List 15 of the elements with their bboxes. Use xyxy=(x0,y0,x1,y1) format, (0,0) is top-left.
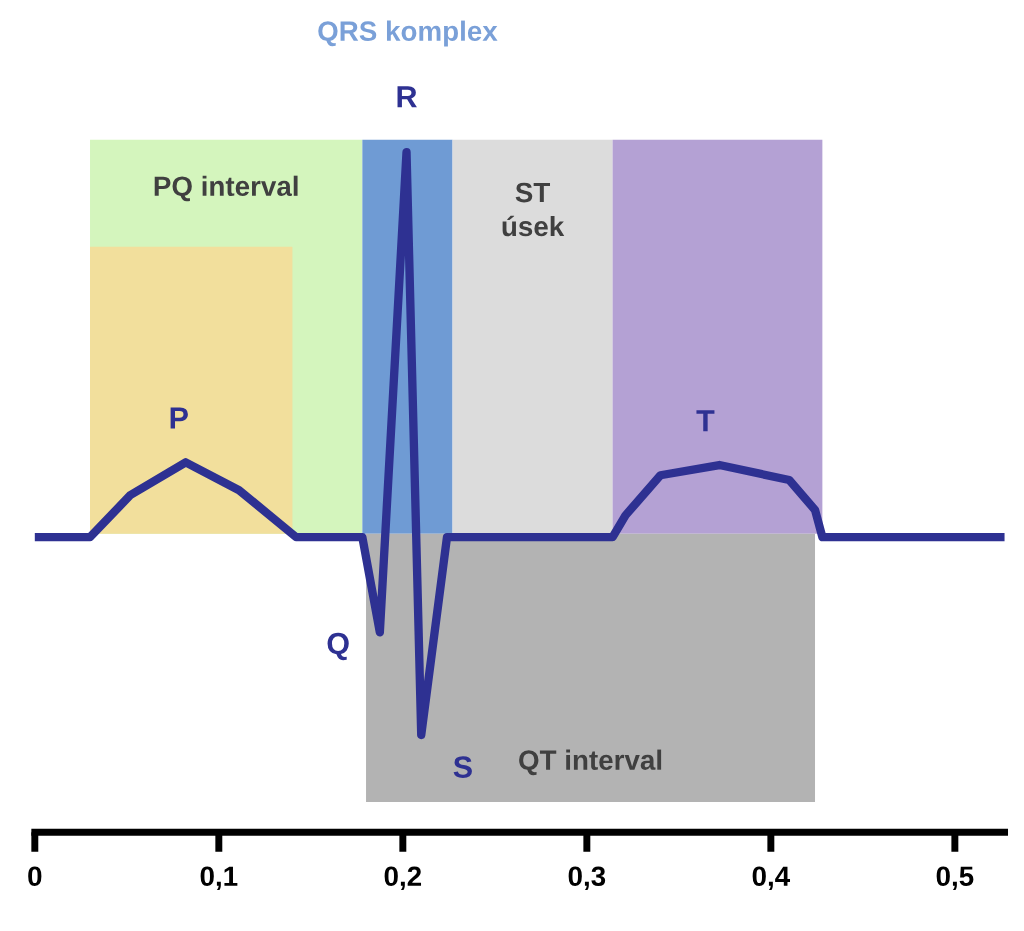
band-label: PQ interval xyxy=(154,175,298,202)
annotation: Q xyxy=(327,632,349,661)
x-tick-label: 0,2 xyxy=(384,866,422,891)
annotation: R xyxy=(397,86,417,108)
band-label: QT interval xyxy=(519,749,662,776)
x-tick-label: 0 xyxy=(28,866,42,887)
annotation: P xyxy=(170,407,188,429)
annotation: S xyxy=(453,756,472,778)
x-tick-label: 0,1 xyxy=(200,866,238,891)
x-tick-label: 0,3 xyxy=(568,866,606,891)
x-tick-label: 0,5 xyxy=(936,866,974,891)
band-label: QRS komplex xyxy=(318,20,498,47)
band-label: ST úsek xyxy=(502,182,565,237)
x-tick-label: 0,4 xyxy=(752,866,791,891)
annotation: T xyxy=(696,410,715,432)
